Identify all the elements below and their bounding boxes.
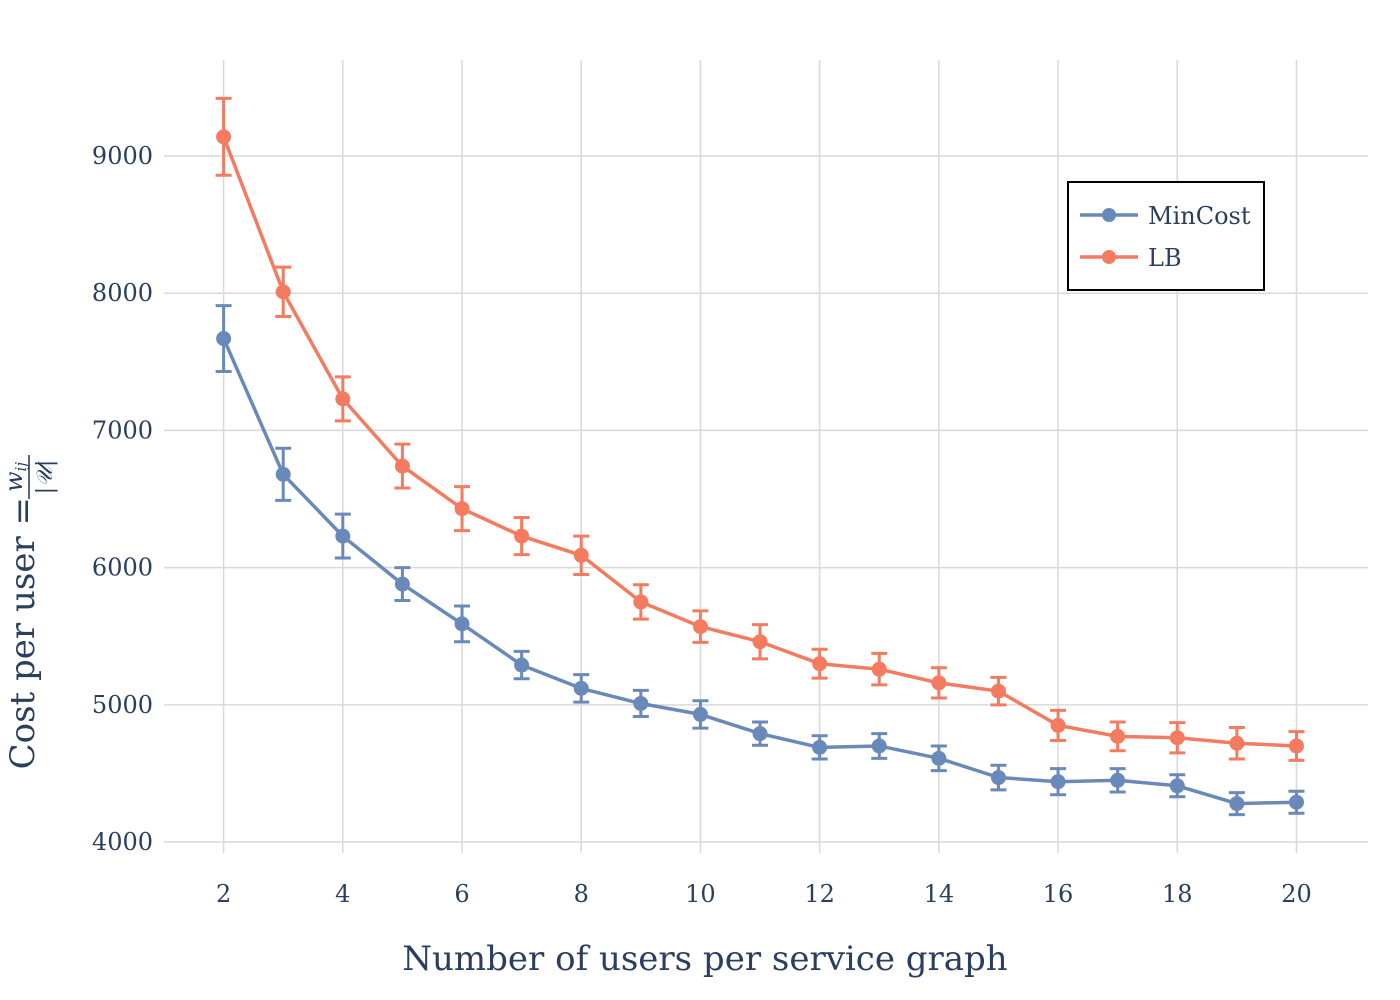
x-tick-label: 2 — [216, 880, 231, 908]
data-point-lb — [1288, 738, 1304, 754]
data-point-lb — [335, 391, 351, 407]
y-tick-label: 8000 — [92, 279, 153, 307]
data-point-lb — [1050, 717, 1066, 733]
series-lb — [215, 96, 1305, 762]
x-tick-label: 18 — [1162, 880, 1193, 908]
data-point-lb — [394, 458, 410, 474]
data-point-mincost — [633, 695, 649, 711]
y-tick-label: 6000 — [92, 554, 153, 582]
data-point-lb — [514, 528, 530, 544]
x-tick-label: 6 — [454, 880, 469, 908]
data-point-mincost — [454, 616, 470, 632]
data-point-mincost — [692, 706, 708, 722]
data-point-mincost — [752, 726, 768, 742]
y-tick-label: 5000 — [92, 691, 153, 719]
data-point-mincost — [1110, 772, 1126, 788]
legend-marker-mincost — [1102, 208, 1116, 222]
fraction-numerator: w — [0, 471, 28, 492]
x-axis: 2 4 6 8 10 12 14 16 18 20 — [216, 880, 1312, 908]
y-axis-title-fraction: wij |𝒰| — [0, 455, 58, 499]
legend-marker-lb — [1102, 250, 1116, 264]
y-tick-label: 9000 — [92, 142, 153, 170]
legend-item-mincost[interactable]: MinCost — [1080, 202, 1251, 230]
legend-item-lb[interactable]: LB — [1080, 244, 1182, 272]
data-point-lb — [1229, 735, 1245, 751]
data-point-mincost — [990, 770, 1006, 786]
legend: MinCost LB — [1067, 181, 1265, 291]
data-point-lb — [1169, 730, 1185, 746]
svg-text:wij: wij — [0, 462, 30, 492]
x-tick-label: 12 — [804, 880, 835, 908]
data-point-mincost — [1229, 796, 1245, 812]
data-point-mincost — [1288, 794, 1304, 810]
data-point-mincost — [275, 466, 291, 482]
y-tick-label: 7000 — [92, 416, 153, 444]
data-point-mincost — [335, 528, 351, 544]
data-point-lb — [812, 656, 828, 672]
y-axis-title: Cost per user = wij |𝒰| — [0, 455, 58, 769]
data-point-lb — [931, 675, 947, 691]
series-mincost — [215, 304, 1305, 817]
y-axis: 4000 5000 6000 7000 8000 9000 — [92, 142, 153, 856]
data-point-lb — [275, 284, 291, 300]
legend-label-mincost: MinCost — [1148, 202, 1251, 230]
data-point-lb — [216, 129, 232, 145]
data-point-lb — [633, 594, 649, 610]
fraction-numerator-subscript: ij — [12, 462, 30, 472]
legend-box — [1067, 181, 1265, 291]
y-tick-label: 4000 — [92, 828, 153, 856]
x-tick-label: 4 — [335, 880, 350, 908]
y-axis-title-text: Cost per user = — [3, 497, 43, 769]
data-point-lb — [1110, 728, 1126, 744]
data-point-mincost — [812, 739, 828, 755]
data-point-lb — [990, 683, 1006, 699]
data-point-mincost — [216, 331, 232, 347]
x-tick-label: 14 — [924, 880, 955, 908]
data-point-mincost — [514, 657, 530, 673]
data-point-lb — [692, 619, 708, 635]
fraction-denominator: |𝒰| — [33, 460, 58, 495]
data-point-mincost — [931, 750, 947, 766]
data-point-lb — [871, 661, 887, 677]
plot-area — [215, 96, 1305, 817]
data-point-mincost — [573, 680, 589, 696]
data-point-lb — [573, 547, 589, 563]
x-tick-label: 16 — [1043, 880, 1074, 908]
data-point-mincost — [1050, 774, 1066, 790]
x-tick-label: 8 — [574, 880, 589, 908]
x-tick-label: 20 — [1281, 880, 1312, 908]
data-point-mincost — [1169, 778, 1185, 794]
data-point-mincost — [871, 738, 887, 754]
legend-label-lb: LB — [1148, 244, 1182, 272]
x-axis-title: Number of users per service graph — [402, 939, 1007, 979]
data-point-lb — [752, 634, 768, 650]
data-point-mincost — [394, 576, 410, 592]
x-tick-label: 10 — [685, 880, 716, 908]
data-point-lb — [454, 501, 470, 517]
